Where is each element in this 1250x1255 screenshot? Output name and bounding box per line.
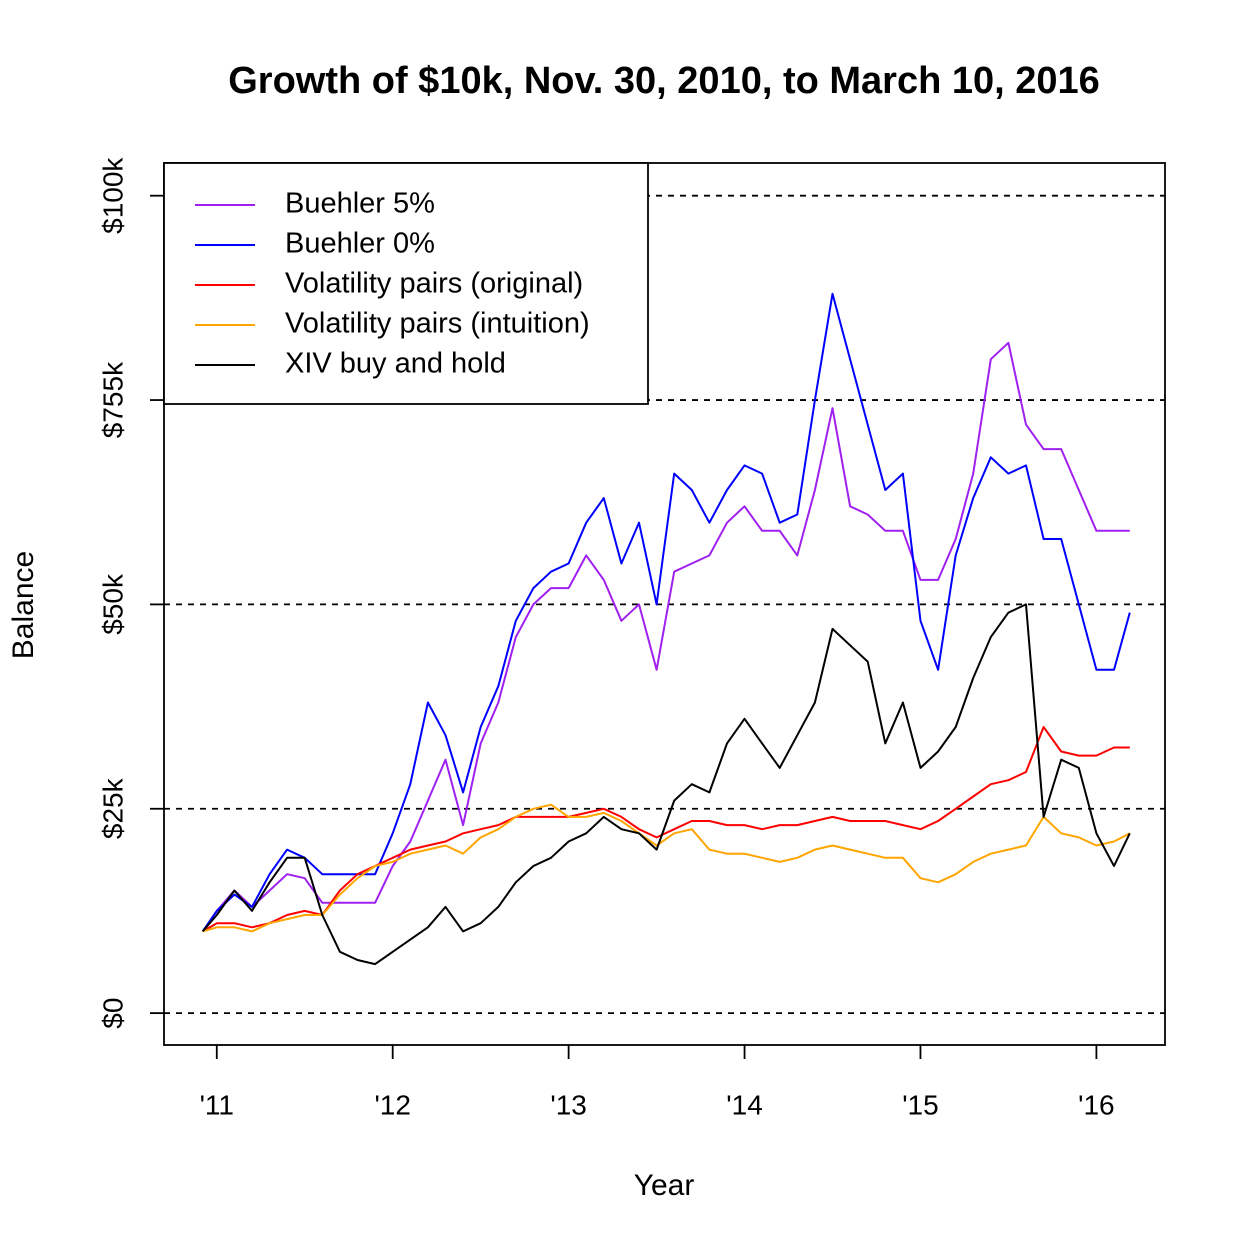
plot-frame (163, 162, 1166, 1046)
legend-label: Buehler 0% (285, 228, 435, 260)
legend-label: Buehler 5% (285, 188, 435, 220)
series-line (201, 341, 1130, 932)
x-tick-label: '13 (550, 1089, 587, 1120)
y-tick-label: $0 (97, 998, 128, 1029)
x-tick-label: '16 (1078, 1089, 1115, 1120)
y-axis-title: Balance (7, 551, 40, 659)
y-tick-label: $25k (97, 777, 128, 839)
legend-box (163, 162, 649, 405)
x-tick-label: '14 (726, 1089, 763, 1120)
legend-label: Volatility pairs (original) (285, 268, 583, 300)
chart-title: Growth of $10k, Nov. 30, 2010, to March … (228, 60, 1100, 102)
series-line (202, 803, 1131, 933)
x-axis-title: Year (634, 1169, 695, 1202)
y-tick-label: $100k (97, 157, 128, 234)
series-line (202, 726, 1130, 933)
y-tick-label: $50k (97, 573, 128, 635)
legend-label: XIV buy and hold (285, 348, 506, 380)
x-tick-label: '11 (200, 1089, 234, 1120)
x-tick-label: '15 (902, 1089, 939, 1120)
legend-label: Volatility pairs (intuition) (285, 308, 590, 340)
series-line (201, 292, 1131, 932)
y-tick-label: $755k (97, 361, 128, 438)
series-line (201, 603, 1131, 966)
x-tick-label: '12 (374, 1089, 411, 1120)
